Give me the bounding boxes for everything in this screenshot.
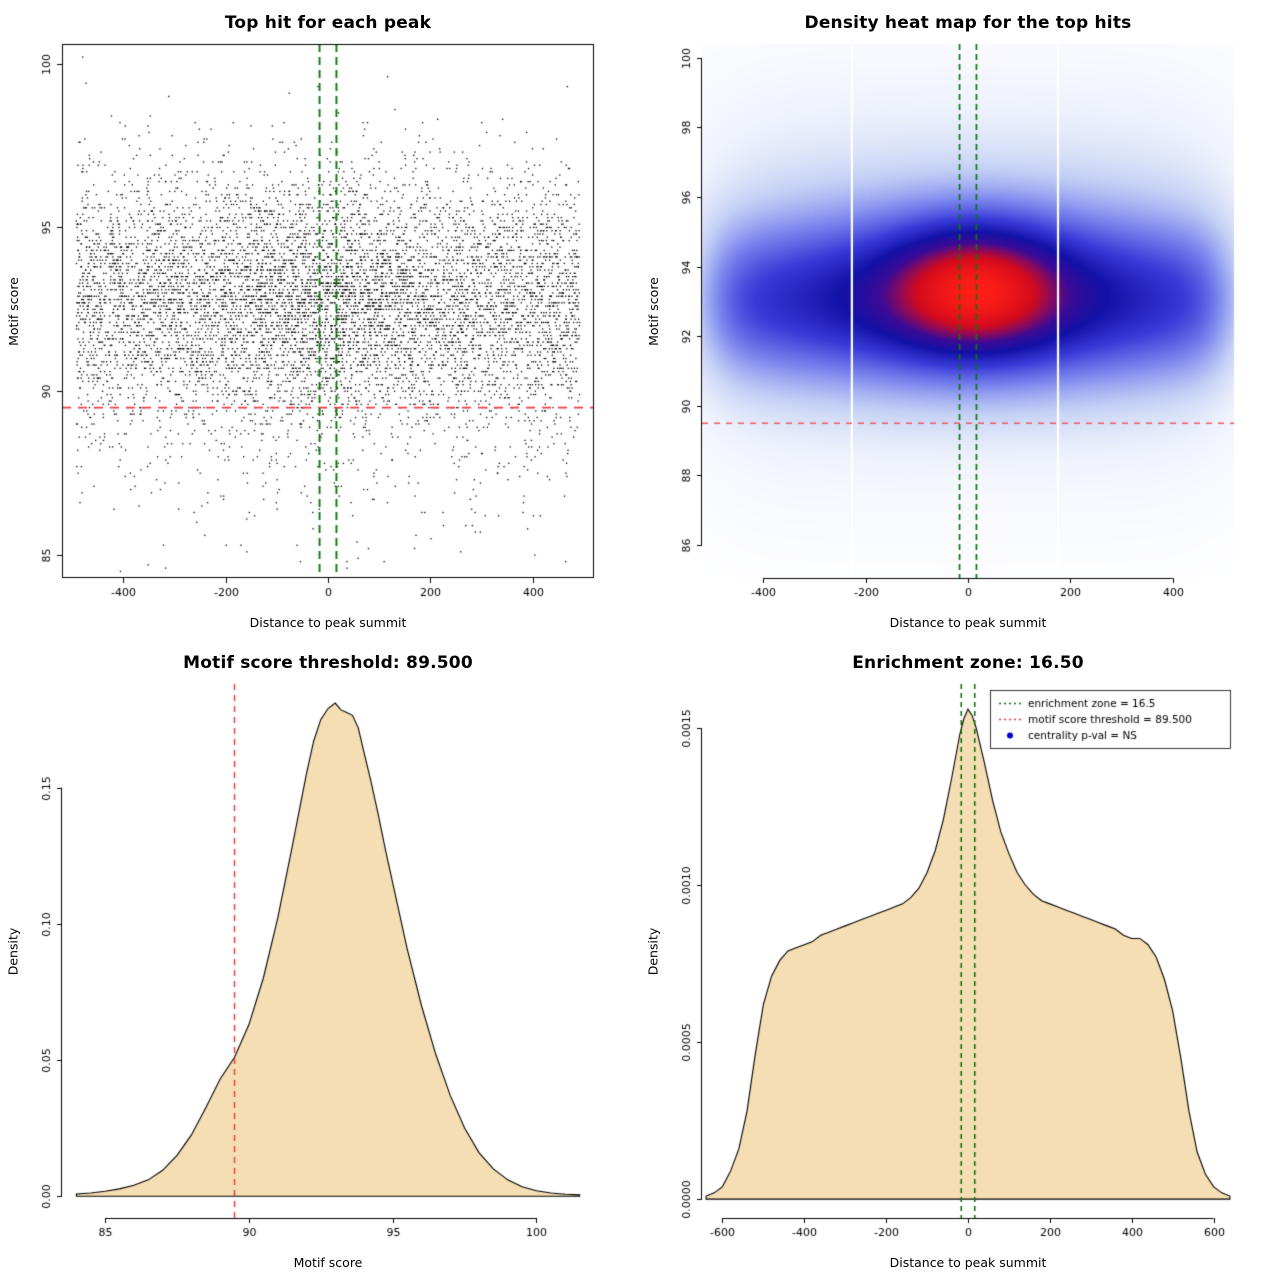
panel-motif-score-density: Motif score threshold: 89.500 Motif scor… [0,640,640,1280]
y-axis-label: Motif score [5,276,21,346]
panel-top-hit-scatter: Top hit for each peak Distance to peak s… [0,0,640,640]
panel-title: Density heat map for the top hits [804,13,1132,33]
y-axis-label: Density [5,927,21,975]
x-axis-label: Distance to peak summit [889,1255,1047,1270]
x-axis-label: Distance to peak summit [889,615,1047,630]
heatmap-canvas [640,0,1280,640]
panel-distance-density: Enrichment zone: 16.50 Distance to peak … [640,640,1280,1280]
distance-density-canvas [640,640,1280,1280]
scatter-plot-canvas [0,0,640,640]
x-axis-label: Motif score [293,1255,363,1270]
panel-density-heatmap: Density heat map for the top hits Distan… [640,0,1280,640]
x-axis-label: Distance to peak summit [249,615,407,630]
y-axis-label: Density [645,927,661,975]
motif-score-density-canvas [0,640,640,1280]
y-axis-label: Motif score [645,276,661,346]
panel-title: Top hit for each peak [224,13,432,33]
panel-title: Enrichment zone: 16.50 [852,653,1084,673]
panel-title: Motif score threshold: 89.500 [183,653,473,673]
